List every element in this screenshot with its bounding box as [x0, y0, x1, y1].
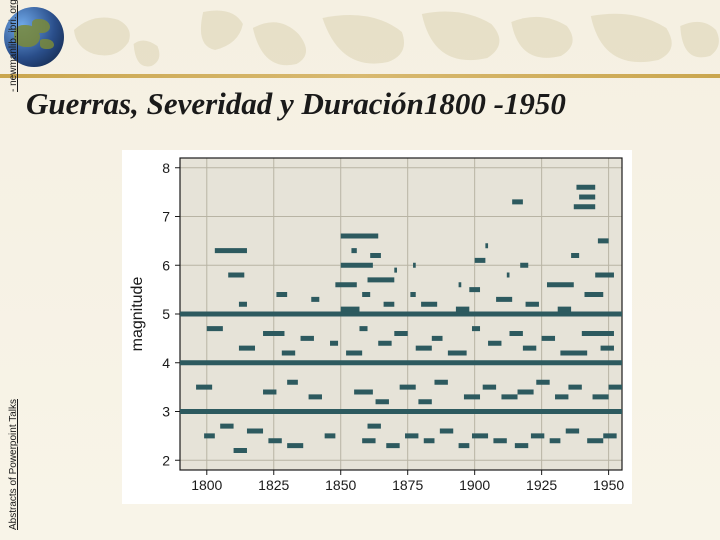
source-link-bottom[interactable]: Abstracts of Powerpoint Talks [8, 399, 19, 530]
svg-text:1850: 1850 [325, 477, 356, 493]
svg-text:1900: 1900 [459, 477, 490, 493]
svg-text:1925: 1925 [526, 477, 557, 493]
svg-text:3: 3 [162, 404, 170, 420]
svg-text:5: 5 [162, 306, 170, 322]
svg-text:magnitude: magnitude [129, 277, 146, 352]
svg-text:8: 8 [162, 160, 170, 176]
chart-svg: 2 3 4 5 6 7 8 1800 1825 1850 1875 1900 1925 1950 magni… [122, 150, 632, 504]
svg-text:4: 4 [162, 355, 170, 371]
svg-text:1800: 1800 [191, 477, 222, 493]
world-map-silhouette [64, 0, 720, 74]
svg-text:2: 2 [162, 452, 170, 468]
svg-text:7: 7 [162, 209, 170, 225]
svg-text:1825: 1825 [258, 477, 289, 493]
header-world-band [0, 0, 720, 74]
svg-text:1875: 1875 [392, 477, 423, 493]
svg-text:1950: 1950 [593, 477, 624, 493]
svg-text:6: 6 [162, 257, 170, 273]
source-link-top[interactable]: - newmanlib. ibri. org - [8, 0, 19, 92]
header-divider [0, 74, 720, 78]
slide-title: Guerras, Severidad y Duración1800 -1950 [26, 86, 566, 122]
wars-magnitude-chart: 2 3 4 5 6 7 8 1800 1825 1850 1875 1900 1925 1950 magni… [122, 150, 632, 504]
